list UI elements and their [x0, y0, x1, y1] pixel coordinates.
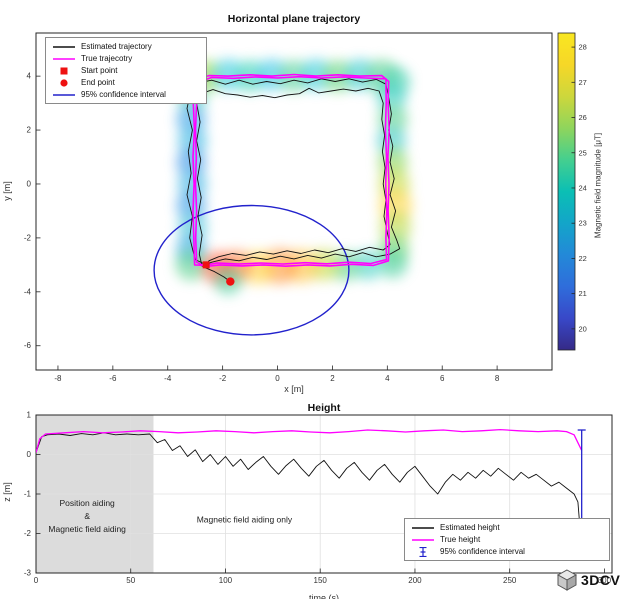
- colorbar-label: Magnetic field magnitude [μT]: [593, 132, 603, 239]
- x-tick-label: -6: [109, 374, 117, 383]
- circle-legend-symbol: [60, 78, 68, 87]
- y-tick-label: 1: [27, 411, 32, 420]
- colorbar-tick-label: 20: [579, 324, 587, 333]
- legend-label: Estimated trajectory: [81, 42, 152, 51]
- colorbar: [557, 32, 576, 351]
- legend-item: Estimated trajectory: [52, 41, 200, 52]
- colorbar-tick-label: 26: [579, 113, 587, 122]
- annotation-text: Position aiding: [60, 498, 116, 508]
- legend-item: 95% confidence interval: [52, 89, 200, 100]
- legend-label: True height: [440, 535, 481, 544]
- colorbar-tick-label: 28: [579, 43, 587, 52]
- x-tick-label: 200: [408, 576, 422, 585]
- legend-item: Start point: [52, 65, 200, 76]
- confidence-ellipse: [153, 204, 350, 336]
- x-tick-label: 8: [495, 374, 500, 383]
- line-legend-symbol: [53, 57, 75, 60]
- annotation-text: &: [84, 511, 90, 521]
- x-tick-label: 50: [126, 576, 135, 585]
- trajectory-ylabel: y [m]: [2, 181, 12, 201]
- y-tick-label: 2: [27, 126, 32, 135]
- watermark: 3DCV: [556, 569, 620, 591]
- y-tick-label: -2: [24, 233, 32, 242]
- end-point-marker: [226, 277, 235, 286]
- y-tick-label: 0: [27, 179, 32, 188]
- colorbar-tick-label: 22: [579, 254, 587, 263]
- colorbar-tick-label: 23: [579, 219, 587, 228]
- legend-item: True height: [411, 534, 603, 545]
- y-tick-label: -1: [24, 490, 32, 499]
- colorbar-tick-label: 21: [579, 289, 587, 298]
- trajectory-title: Horizontal plane trajectory: [227, 13, 361, 25]
- height-x-ticks: 0 50 100 150 200 250 300: [34, 568, 612, 585]
- legend-item: 95% confidence interval: [411, 546, 603, 557]
- trajectory-axes-box: [35, 32, 553, 371]
- height-xlabel: time (s): [309, 593, 339, 599]
- legend-label: Estimated height: [440, 523, 500, 532]
- annotation-text: Magnetic field aiding: [48, 524, 126, 534]
- x-tick-label: -2: [219, 374, 227, 383]
- trajectory-xlabel: x [m]: [284, 384, 304, 394]
- true-height-line: [36, 428, 583, 453]
- x-tick-label: -8: [54, 374, 62, 383]
- x-tick-label: 150: [314, 576, 328, 585]
- x-tick-label: 6: [440, 374, 445, 383]
- line-legend-symbol: [412, 538, 434, 541]
- x-tick-label: -4: [164, 374, 172, 383]
- height-legend: Estimated height True height 95% confidenc…: [404, 518, 610, 561]
- watermark-text: 3DCV: [581, 572, 621, 588]
- height-ylabel: z [m]: [2, 482, 12, 502]
- height-title: Height: [307, 402, 341, 414]
- legend-label: True trajecotry: [81, 54, 133, 63]
- y-tick-label: 0: [27, 450, 32, 459]
- annotation-text: Magnetic field aiding only: [197, 514, 293, 524]
- y-tick-label: -2: [24, 529, 32, 538]
- legend-label: Start point: [81, 66, 118, 75]
- x-tick-label: 4: [385, 374, 390, 383]
- y-tick-label: -6: [24, 341, 32, 350]
- height-plot: 0 50 100 150 200 250 300 -3 -2 -1 0 1 Position aidin…: [24, 411, 613, 585]
- trajectory-y-ticks: -6 -4 -2 0 2 4: [24, 72, 41, 350]
- 3dcv-logo-icon: [556, 569, 578, 591]
- line-legend-symbol: [53, 93, 75, 96]
- height-y-ticks: -3 -2 -1 0 1: [24, 411, 41, 578]
- colorbar-ticks: 20 21 22 23 24 25 26 27 28: [571, 43, 587, 333]
- x-tick-label: 250: [503, 576, 517, 585]
- legend-item: True trajecotry: [52, 53, 200, 64]
- x-tick-label: 300: [598, 576, 612, 585]
- y-tick-label: -3: [24, 569, 32, 578]
- cube-right-face: [566, 574, 577, 591]
- true-trajectory-line: [192, 73, 391, 268]
- trajectory-x-ticks: -8 -6 -4 -2 0 2 4 6 8: [54, 365, 500, 383]
- square-legend-symbol: [60, 67, 68, 74]
- errorbar-legend-symbol: [419, 546, 427, 557]
- legend-item: End point: [52, 77, 200, 88]
- start-point-marker: [202, 261, 210, 269]
- colorbar-tick-label: 25: [579, 148, 587, 157]
- x-tick-label: 0: [275, 374, 280, 383]
- x-tick-label: 100: [219, 576, 233, 585]
- estimated-height-line: [36, 432, 583, 550]
- y-tick-label: -4: [24, 287, 32, 296]
- line-legend-symbol: [53, 45, 75, 48]
- legend-item: Estimated height: [411, 522, 603, 533]
- colorbar-tick-label: 24: [579, 183, 587, 192]
- legend-label: End point: [81, 78, 115, 87]
- legend-label: 95% confidence interval: [81, 90, 166, 99]
- trajectory-legend: Estimated trajectory True trajecotry Start…: [45, 37, 207, 104]
- x-tick-label: 0: [34, 576, 39, 585]
- y-tick-label: 4: [27, 72, 32, 81]
- colorbar-tick-label: 27: [579, 78, 587, 87]
- estimated-trajectory-line: [186, 78, 401, 282]
- line-legend-symbol: [412, 526, 434, 529]
- x-tick-label: 2: [330, 374, 335, 383]
- legend-label: 95% confidence interval: [440, 547, 525, 556]
